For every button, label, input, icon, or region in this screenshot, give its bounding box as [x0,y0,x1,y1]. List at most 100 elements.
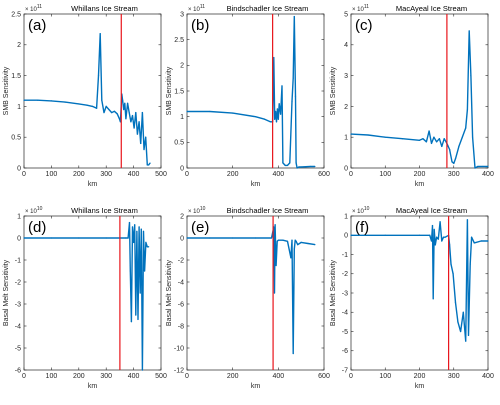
data-point [64,101,66,103]
data-point [136,230,138,232]
data-point [429,234,431,236]
data-point [118,118,120,120]
data-point [280,113,282,115]
exponent-power: 10 [200,206,206,212]
data-point [209,110,211,113]
exponent-power: 11 [37,4,42,10]
y-axis-label: SMB Sensitivity [3,66,10,115]
data-point [128,111,130,114]
data-point [292,352,294,355]
data-point [418,234,421,236]
y-tick-label: -3 [342,290,348,297]
panel-letter: (a) [28,17,46,34]
data-point [134,224,136,226]
data-point [148,246,150,248]
plot-frame [350,13,489,169]
data-point [269,121,271,123]
y-tick-label: 0 [17,235,21,242]
data-point [186,110,188,113]
data-point [300,241,302,243]
y-tick-label: 0 [180,165,184,172]
y-exponent-label: × 1011 [188,4,205,13]
panel-title: Whillans Ice Stream [71,4,138,13]
data-point [286,164,289,167]
y-exponent-label: × 1011 [25,4,42,13]
data-point [275,121,278,123]
data-point [264,118,266,120]
data-point [461,136,463,138]
data-point [37,99,39,101]
data-point [309,165,311,168]
y-tick-label: 1 [180,114,184,121]
y-tick-label: -2 [342,271,348,278]
x-tick-label: 300 [448,373,460,380]
x-axis-label: km [251,181,261,188]
y-tick-label: 5 [344,11,348,18]
data-point [254,237,257,239]
data-point [128,222,131,224]
data-point [452,273,454,275]
data-point [467,334,470,336]
data-point [473,242,475,244]
data-point [126,102,129,104]
panel-letter: (c) [355,17,373,34]
data-point [294,95,297,97]
data-point [137,318,139,320]
data-point [139,292,141,294]
panel-b: 0 200 400 600 0 0.5 1 1.5 2 2.5 3 km SMB Sensitivity… [166,4,330,188]
series-line [350,30,488,169]
data-point [146,246,148,248]
y-axis-label: Basal Melt Sensitivity [166,259,173,326]
data-point [437,238,439,240]
data-point [136,133,139,135]
data-point [277,118,279,120]
data-point [293,248,295,250]
y-tick-label: -1 [342,252,348,259]
data-point [296,167,298,169]
data-point [276,240,278,242]
panel-letter: (f) [355,219,369,236]
data-point [286,240,289,242]
data-point [129,270,131,272]
panel-c: 0 100 200 300 400 0 1 2 3 4 5 km SMB Sensitivity × 10… [330,4,494,188]
x-tick-label: 400 [272,373,284,380]
data-point [487,165,489,168]
data-point [453,162,455,164]
y-exponent-label: × 1010 [188,206,206,215]
data-point [124,237,126,239]
data-point [297,244,299,246]
data-point [439,221,441,223]
y-tick-label: -6 [342,348,348,355]
y-tick-label: 1 [17,213,21,220]
data-point [457,321,459,323]
y-tick-label: 1 [17,104,21,111]
y-tick-label: 0 [344,233,348,240]
data-point [474,167,476,169]
x-tick-label: 200 [227,373,239,380]
data-point [138,121,140,123]
panel-title: Bindschadler Ice Stream [227,4,309,13]
x-tick-label: 200 [73,373,85,380]
data-point [276,108,279,110]
x-tick-label: 200 [414,171,426,178]
series-line [187,15,315,169]
data-point [282,239,284,241]
data-point [103,111,105,114]
x-tick-label: 0 [22,373,26,380]
data-point [432,298,434,300]
data-point [465,127,467,129]
data-point [113,110,116,112]
data-point [232,112,234,114]
data-point [451,161,453,163]
x-tick-label: 500 [155,373,167,380]
y-exponent-label: × 1011 [352,4,369,13]
data-point [422,138,424,140]
data-point [291,100,293,102]
data-point [436,236,438,238]
data-point [307,242,309,245]
data-point [127,237,129,239]
data-point [133,127,135,129]
data-point [438,138,440,140]
panel-letter: (d) [28,219,46,236]
exponent-base: × 10 [352,7,365,13]
